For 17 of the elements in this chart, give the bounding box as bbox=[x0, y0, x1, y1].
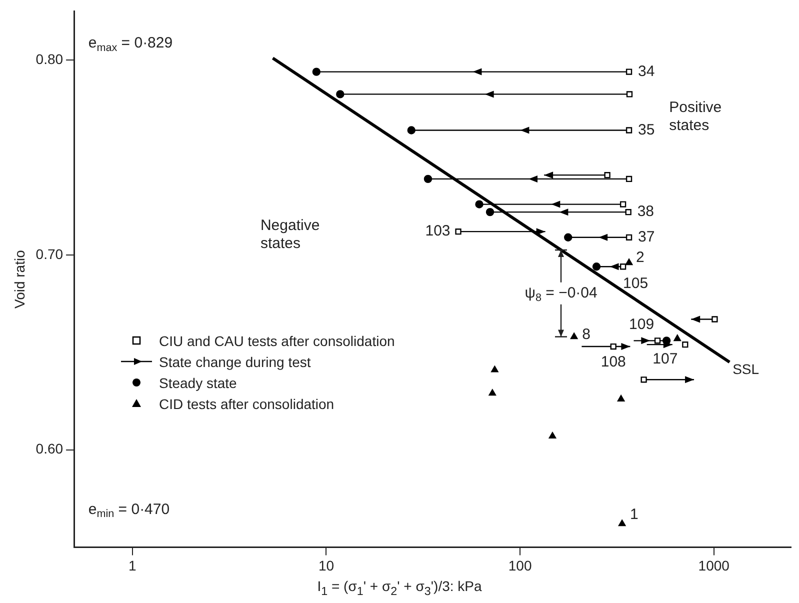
y-tick-label: 0.80 bbox=[36, 50, 64, 67]
x-tick-label: 1000 bbox=[698, 557, 730, 574]
annotation: 103 bbox=[425, 222, 450, 240]
annotation: Negative states bbox=[260, 216, 320, 252]
y-axis-title: Void ratio bbox=[11, 250, 28, 308]
text: I$_{1}$ = (σ$_{1}$' + σ$_{2}$' + σ$_{3}$')/3: kPa bbox=[317, 578, 482, 598]
series-label: SSL bbox=[732, 360, 760, 377]
y-tick-label: 0.60 bbox=[36, 440, 64, 457]
legend-label: CIU and CAU tests after consolidation bbox=[159, 332, 395, 348]
annotation: 1 bbox=[630, 506, 638, 523]
x-tick-label: 100 bbox=[508, 557, 532, 574]
x-tick-label: 1 bbox=[128, 557, 136, 574]
x-tick-label: 10 bbox=[318, 557, 334, 574]
legend-label: CID tests after consolidation bbox=[159, 396, 334, 412]
legend-label: State change during test bbox=[159, 354, 311, 370]
y-tick-label: 0.70 bbox=[36, 246, 64, 262]
legend-label: Steady state bbox=[159, 374, 237, 390]
